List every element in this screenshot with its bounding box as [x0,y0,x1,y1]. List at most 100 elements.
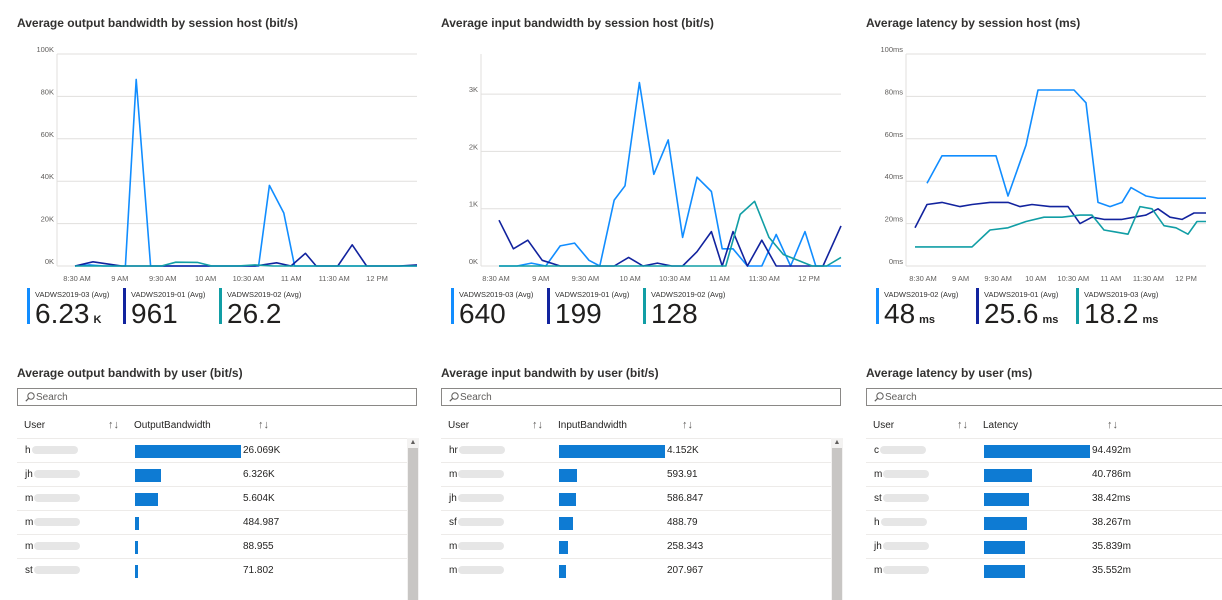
table-row[interactable]: c 94.492m [866,438,1222,462]
value-cell: 5.604K [243,493,275,504]
redacted-user-name [883,470,930,479]
column-header-user[interactable]: User [873,420,895,431]
scroll-up-arrow-icon[interactable]: ▲ [833,439,841,446]
data-bar [135,517,139,530]
latency-user-table: Average latency by user (ms) User ↑↓ Lat… [866,366,1222,600]
legend-series-name: VADWS2019-03 (Avg) [35,290,110,299]
table-row[interactable]: st 38.42ms [866,486,1222,510]
x-tick-label: 9 AM [532,274,549,283]
sort-icon[interactable]: ↑↓ [957,419,968,431]
user-name: jh [874,541,882,552]
legend-item[interactable]: VADWS2019-03 (Avg) 6.23 K [27,288,109,344]
table-title: Average output bandwith by user (bit/s) [17,366,243,380]
table-row[interactable]: hr 4.152K [441,438,831,462]
user-name: m [449,469,458,480]
vertical-scrollbar[interactable]: ▲ [407,438,419,600]
legend-series-name: VADWS2019-01 (Avg) [555,290,630,299]
legend-item[interactable]: VADWS2019-03 (Avg) 640 [451,288,533,344]
user-cell: jh [25,469,80,480]
user-cell: jh [449,493,504,504]
x-tick-label: 11 AM [1100,274,1121,283]
value-cell: 6.326K [243,469,275,480]
legend-item[interactable]: VADWS2019-03 (Avg) 18.2 ms [1076,288,1158,344]
column-header-user[interactable]: User [448,420,470,431]
search-input[interactable] [36,390,406,404]
scroll-thumb[interactable] [408,448,418,600]
sort-icon[interactable]: ↑↓ [1107,419,1118,431]
series-line[interactable] [926,89,1206,208]
series-line[interactable] [915,205,1206,248]
sort-icon[interactable]: ↑↓ [532,419,543,431]
user-name: hr [449,445,458,456]
user-name: m [449,541,458,552]
value-cell: 88.955 [243,541,274,552]
scroll-up-arrow-icon[interactable]: ▲ [409,439,417,446]
table-row[interactable]: m 5.604K [17,486,407,510]
column-header-value[interactable]: InputBandwidth [558,420,627,431]
legend-item[interactable]: VADWS2019-01 (Avg) 961 [123,288,205,344]
column-header-user[interactable]: User [24,420,46,431]
vertical-scrollbar[interactable]: ▲ [831,438,843,600]
table-row[interactable]: m 484.987 [17,510,407,534]
column-header-value[interactable]: OutputBandwidth [134,420,211,431]
table-row[interactable]: h 26.069K [17,438,407,462]
table-row[interactable]: m 593.91 [441,462,831,486]
search-box[interactable] [17,388,417,406]
sort-icon[interactable]: ↑↓ [682,419,693,431]
search-input[interactable] [460,390,830,404]
y-tick-label: 60K [41,130,54,139]
x-tick-label: 8:30 AM [482,274,510,283]
redacted-user-name [34,542,81,551]
series-line[interactable] [74,78,417,267]
series-line[interactable] [499,81,841,267]
x-tick-label: 11:30 AM [319,274,350,283]
table-row[interactable]: jh 35.839m [866,534,1222,558]
y-tick-label: 40ms [885,172,904,181]
data-bar [135,469,161,482]
table-row[interactable]: h 38.267m [866,510,1222,534]
series-line[interactable] [75,261,417,267]
user-cell: hr [449,445,505,456]
search-box[interactable] [441,388,841,406]
sort-icon[interactable]: ↑↓ [108,419,119,431]
value-cell: 207.967 [667,565,704,576]
redacted-user-name [34,518,81,527]
legend-value: 199 [555,299,629,329]
column-header-value[interactable]: Latency [983,420,1019,431]
sort-icon[interactable]: ↑↓ [258,419,269,431]
legend-item[interactable]: VADWS2019-01 (Avg) 199 [547,288,629,344]
table-row[interactable]: m 35.552m [866,558,1222,582]
legend-item[interactable]: VADWS2019-01 (Avg) 25.6 ms [976,288,1058,344]
search-box[interactable] [866,388,1222,406]
output-bandwidth-chart-tile: Average output bandwidth by session host… [17,16,422,336]
table-row[interactable]: m 40.786m [866,462,1222,486]
table-row[interactable]: jh 586.847 [441,486,831,510]
search-input[interactable] [885,390,1222,404]
x-tick-label: 12 PM [366,274,388,283]
table-title: Average input bandwith by user (bit/s) [441,366,659,380]
legend-item[interactable]: VADWS2019-02 (Avg) 48 ms [876,288,958,344]
user-name: m [25,541,34,552]
user-cell: c [874,445,926,456]
redacted-user-name [457,518,504,527]
table-row[interactable]: m 207.967 [441,558,831,582]
user-name: sf [449,517,457,528]
legend-unit: ms [1042,314,1059,326]
table-row[interactable]: m 88.955 [17,534,407,558]
legend-color-bar [219,288,222,324]
table-row[interactable]: jh 6.326K [17,462,407,486]
table-row[interactable]: sf 488.79 [441,510,831,534]
user-name: c [874,445,879,456]
scroll-thumb[interactable] [832,448,842,600]
table-row[interactable]: m 258.343 [441,534,831,558]
legend-color-bar [27,288,30,324]
legend-item[interactable]: VADWS2019-02 (Avg) 26.2 [219,288,301,344]
redacted-user-name [458,446,505,455]
table-row[interactable]: st 71.802 [17,558,407,582]
x-tick-label: 9:30 AM [149,274,177,283]
legend-item[interactable]: VADWS2019-02 (Avg) 128 [643,288,725,344]
chart-title: Average output bandwidth by session host… [17,16,298,30]
data-bar [984,517,1028,530]
series-line[interactable] [499,200,842,267]
value-cell: 4.152K [667,445,699,456]
